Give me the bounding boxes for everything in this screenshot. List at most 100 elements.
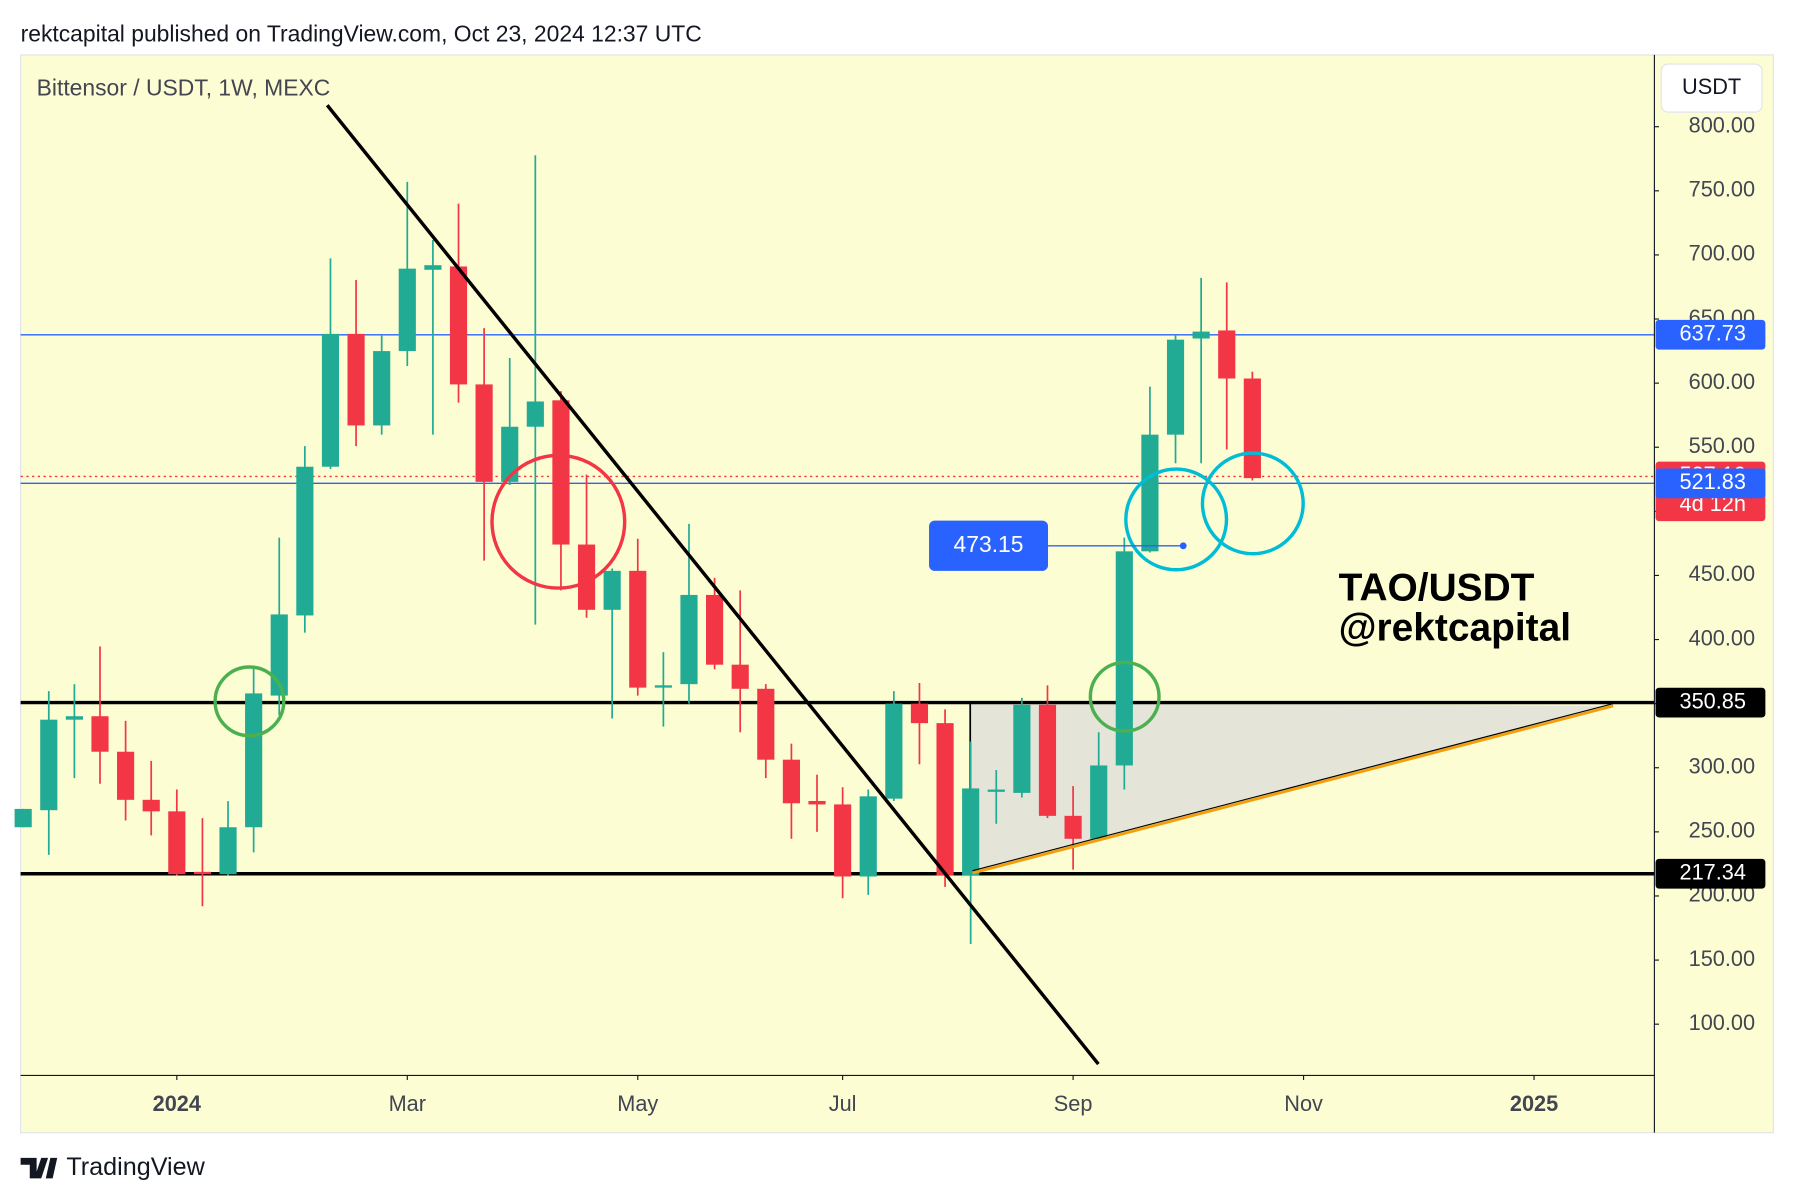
candle-body (885, 703, 903, 799)
candle-body (1141, 434, 1159, 552)
note-point (1179, 542, 1187, 550)
price-note: 473.15 (929, 520, 1187, 571)
y-tick-label: 750.00 (1689, 177, 1755, 202)
candle-body (373, 351, 391, 426)
red-circle (490, 453, 627, 590)
logo: TradingView (20, 1153, 206, 1181)
y-tick-label: 550.00 (1689, 433, 1755, 458)
candle-body (757, 688, 775, 760)
candle-body (552, 400, 570, 545)
support-line-shadow (972, 703, 1614, 872)
candle-body (706, 594, 724, 665)
candle-body (142, 799, 160, 812)
candles (14, 155, 1261, 945)
candle-body (808, 800, 826, 805)
candle-body (91, 716, 109, 752)
candle-body (1038, 704, 1057, 816)
candle-body (1192, 331, 1210, 339)
candle-body (14, 808, 32, 828)
x-tick-label: 2025 (1510, 1091, 1558, 1116)
support-line (972, 704, 1614, 875)
level-label-bg (1655, 319, 1766, 350)
note-label: 473.15 (954, 531, 1024, 557)
candle-body (1115, 551, 1133, 766)
x-tick-label: May (617, 1091, 658, 1116)
level-label-bg (1655, 468, 1766, 499)
candle-body (731, 664, 749, 689)
currency-button[interactable] (1660, 63, 1763, 113)
candle-body (168, 811, 186, 875)
y-tick-label: 250.00 (1689, 818, 1755, 843)
trendline (325, 104, 1100, 1066)
candle-body (526, 401, 544, 427)
candle-body (987, 789, 1005, 792)
candle-body (1090, 765, 1108, 839)
candle-body (1013, 704, 1031, 793)
cyan-circle (1124, 467, 1229, 572)
y-tick-label: 300.00 (1689, 753, 1755, 778)
y-tick-label: 450.00 (1689, 561, 1755, 586)
y-tick-label: 100.00 (1689, 1010, 1755, 1035)
candle-body (270, 614, 288, 696)
chart-title: Bittensor / USDT, 1W, MEXC (37, 74, 331, 100)
candle-body (936, 723, 954, 876)
candle-body (603, 570, 621, 610)
annotation: TAO/USDT (1339, 567, 1535, 610)
candle-body (680, 594, 698, 685)
y-tick-label: 150.00 (1689, 946, 1755, 971)
candle-body (65, 716, 83, 720)
level-label-bg (1655, 858, 1766, 889)
candle-body (398, 268, 416, 352)
level-label: 350.85 (1680, 688, 1746, 713)
annotation: @rektcapital (1339, 607, 1571, 650)
currency-label[interactable]: USDT (1682, 74, 1741, 99)
candle-body (40, 719, 58, 811)
x-tick-label: Mar (389, 1091, 426, 1116)
candle-body (629, 570, 647, 688)
candle-body (1218, 330, 1236, 379)
candle-body (321, 333, 340, 467)
candle-body (962, 788, 980, 876)
logo-mark (20, 1157, 58, 1179)
level-label-bg (1655, 687, 1766, 718)
y-tick-label: 400.00 (1689, 625, 1755, 650)
candle-body (1243, 378, 1261, 479)
green-circle (1088, 660, 1161, 733)
candle-body (219, 827, 237, 875)
candle-body (910, 703, 929, 724)
candle-body (501, 426, 519, 482)
note-box (929, 520, 1049, 571)
brand: TradingView (66, 1153, 205, 1181)
candle-body (424, 265, 442, 270)
candle-body (1064, 815, 1082, 839)
level-label: 637.73 (1680, 320, 1746, 345)
candle-body (117, 751, 135, 800)
candle-body (296, 466, 314, 616)
y-tick-label: 800.00 (1689, 112, 1755, 137)
y-tick-label: 600.00 (1689, 369, 1755, 394)
x-tick-label: 2024 (153, 1091, 201, 1116)
candle-body (834, 804, 852, 877)
candle-body (193, 871, 212, 875)
cyan-circle (1200, 451, 1305, 556)
level-label: 521.83 (1680, 469, 1746, 494)
level-label: 217.34 (1680, 859, 1746, 884)
candle-body (1166, 339, 1185, 435)
candle-body (475, 384, 493, 482)
candle-body (449, 266, 468, 385)
green-circle (213, 665, 286, 738)
candle-body (782, 759, 800, 804)
candle-body (347, 333, 365, 426)
candle-body (577, 544, 596, 610)
x-tick-label: Sep (1054, 1091, 1093, 1116)
candle-body (245, 693, 263, 828)
x-tick-label: Nov (1284, 1091, 1323, 1116)
candle-body (859, 796, 877, 877)
header: rektcapital published on TradingView.com… (21, 21, 702, 47)
candle-body (654, 685, 672, 688)
x-tick-label: Jul (829, 1091, 857, 1116)
y-tick-label: 700.00 (1689, 241, 1755, 266)
